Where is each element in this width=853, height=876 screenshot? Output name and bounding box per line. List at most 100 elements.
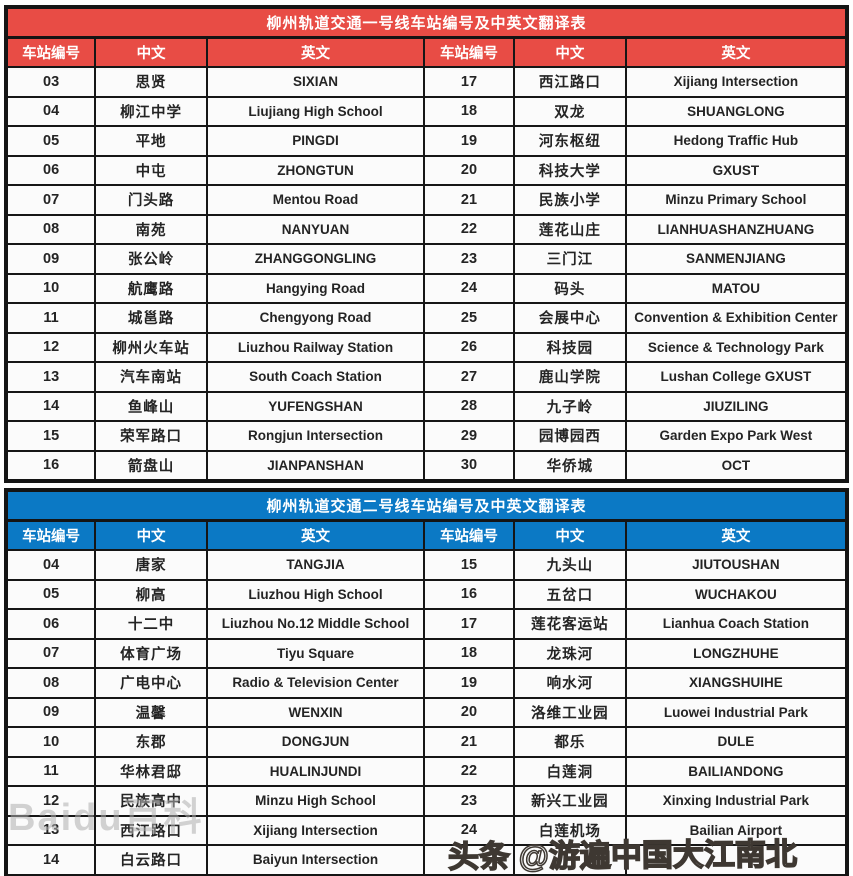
station-name-en: PINGDI xyxy=(205,125,425,157)
table-row: 04 柳江中学 Liujiang High School 18 双龙 SHUANGLONG xyxy=(4,95,849,127)
station-name-en: DONGJUN xyxy=(205,726,425,758)
station-number: 18 xyxy=(422,95,515,127)
station-number: 09 xyxy=(4,696,97,728)
station-number: 24 xyxy=(422,272,515,304)
station-name-zh: 科技大学 xyxy=(512,154,627,186)
station-number: 05 xyxy=(4,125,97,157)
station-number: 13 xyxy=(4,361,97,393)
station-name-en: Mentou Road xyxy=(205,184,425,216)
station-name-zh: 唐家 xyxy=(94,549,208,581)
station-name-en: SANMENJIANG xyxy=(624,243,849,275)
station-name-en: MATOU xyxy=(624,272,849,304)
station-name-en: BAILIANDONG xyxy=(624,755,849,787)
station-number: 04 xyxy=(4,549,97,581)
table-title: 柳州轨道交通一号线车站编号及中英文翻译表 xyxy=(5,6,848,39)
column-header: 车站编号 xyxy=(4,519,97,551)
station-name-zh: 莲花山庄 xyxy=(512,213,627,245)
station-number: 28 xyxy=(422,390,515,422)
station-name-en xyxy=(624,844,849,876)
station-name-zh: 箭盘山 xyxy=(94,449,208,482)
station-name-en: Convention & Exhibition Center xyxy=(624,302,849,334)
station-name-en: WENXIN xyxy=(205,696,425,728)
station-number: 15 xyxy=(422,549,515,581)
station-name-zh: 科技园 xyxy=(512,331,627,363)
table-row: 12 柳州火车站 Liuzhou Railway Station 26 科技园 Scien… xyxy=(4,331,849,363)
station-number: 13 xyxy=(4,814,97,846)
station-name-en: Liujiang High School xyxy=(205,95,425,127)
station-name-zh: 西江路口 xyxy=(94,814,208,846)
station-name-zh: 中屯 xyxy=(94,154,208,186)
station-name-zh: 新兴工业园 xyxy=(512,785,627,817)
station-number: 19 xyxy=(422,667,515,699)
table-row: 12 民族高中 Minzu High School 23 新兴工业园 Xinxing In… xyxy=(4,785,849,817)
station-name-zh: 思贤 xyxy=(94,66,208,98)
column-header: 英文 xyxy=(624,519,849,551)
table-row: 08 南苑 NANYUAN 22 莲花山庄 LIANHUASHANZHUANG xyxy=(4,213,849,245)
station-number: 12 xyxy=(4,331,97,363)
station-name-zh: 民族小学 xyxy=(512,184,627,216)
station-number: 17 xyxy=(422,66,515,98)
table-row: 16 箭盘山 JIANPANSHAN 30 华侨城 OCT xyxy=(4,449,849,482)
table-row: 09 张公岭 ZHANGGONGLING 23 三门江 SANMENJIANG xyxy=(4,243,849,275)
station-name-en: Minzu Primary School xyxy=(624,184,849,216)
column-header: 英文 xyxy=(205,519,425,551)
station-name-zh: 五岔口 xyxy=(512,578,627,610)
station-number: 17 xyxy=(422,608,515,640)
station-name-en: XIANGSHUIHE xyxy=(624,667,849,699)
station-name-en: Luowei Industrial Park xyxy=(624,696,849,728)
station-number: 16 xyxy=(4,449,97,482)
station-name-zh: 广电中心 xyxy=(94,667,208,699)
station-name-zh: 华林君邸 xyxy=(94,755,208,787)
station-name-en: Baiyun Intersection xyxy=(205,844,425,876)
station-name-en: South Coach Station xyxy=(205,361,425,393)
table-row: 09 温馨 WENXIN 20 洛维工业园 Luowei Industrial Park xyxy=(4,696,849,728)
station-name-zh: 十二中 xyxy=(94,608,208,640)
table-row: 13 西江路口 Xijiang Intersection 24 白莲机场 Bailian … xyxy=(4,814,849,846)
station-number: 29 xyxy=(422,420,515,452)
station-name-en: ZHONGTUN xyxy=(205,154,425,186)
station-number: 16 xyxy=(422,578,515,610)
station-name-zh: 白莲洞 xyxy=(512,755,627,787)
station-number: 04 xyxy=(4,95,97,127)
table-row: 13 汽车南站 South Coach Station 27 鹿山学院 Lushan Co… xyxy=(4,361,849,393)
station-name-zh: 洛维工业园 xyxy=(512,696,627,728)
station-name-en: WUCHAKOU xyxy=(624,578,849,610)
station-name-zh: 鱼峰山 xyxy=(94,390,208,422)
column-header: 中文 xyxy=(512,519,627,551)
table-body: 04 唐家 TANGJIA 15 九头山 JIUTOUSHAN 05 柳高 Liuzhou Hi… xyxy=(4,549,849,876)
station-number: 12 xyxy=(4,785,97,817)
line2-translation-table: 柳州轨道交通二号线车站编号及中英文翻译表 车站编号 中文 英文 车站编号 中文 英文 04… xyxy=(4,488,849,876)
station-name-en: YUFENGSHAN xyxy=(205,390,425,422)
station-name-en: Chengyong Road xyxy=(205,302,425,334)
station-number: 15 xyxy=(4,420,97,452)
station-name-zh: 莲花客运站 xyxy=(512,608,627,640)
station-number: 07 xyxy=(4,184,97,216)
station-name-zh: 体育广场 xyxy=(94,637,208,669)
station-number: 14 xyxy=(4,390,97,422)
station-name-zh: 柳州火车站 xyxy=(94,331,208,363)
table-row: 03 思贤 SIXIAN 17 西江路口 Xijiang Intersection xyxy=(4,66,849,98)
station-number: 20 xyxy=(422,154,515,186)
station-number: 07 xyxy=(4,637,97,669)
station-number: 11 xyxy=(4,302,97,334)
station-number: 24 xyxy=(422,814,515,846)
station-name-en: Liuzhou No.12 Middle School xyxy=(205,608,425,640)
station-name-en: Bailian Airport xyxy=(624,814,849,846)
station-number: 10 xyxy=(4,726,97,758)
station-name-en: OCT xyxy=(624,449,849,482)
table-body: 03 思贤 SIXIAN 17 西江路口 Xijiang Intersection 04 柳江… xyxy=(4,66,849,482)
table-row: 06 中屯 ZHONGTUN 20 科技大学 GXUST xyxy=(4,154,849,186)
station-name-zh: 城邕路 xyxy=(94,302,208,334)
column-header: 中文 xyxy=(94,36,208,68)
station-name-zh: 鹿山学院 xyxy=(512,361,627,393)
station-name-en: Lushan College GXUST xyxy=(624,361,849,393)
station-name-en: Garden Expo Park West xyxy=(624,420,849,452)
station-name-en: TANGJIA xyxy=(205,549,425,581)
station-number: 21 xyxy=(422,726,515,758)
table-row: 07 门头路 Mentou Road 21 民族小学 Minzu Primary Scho… xyxy=(4,184,849,216)
station-number: 27 xyxy=(422,361,515,393)
table-row: 14 鱼峰山 YUFENGSHAN 28 九子岭 JIUZILING xyxy=(4,390,849,422)
table-title-row: 柳州轨道交通一号线车站编号及中英文翻译表 xyxy=(5,6,848,39)
station-number: 22 xyxy=(422,213,515,245)
station-name-en: NANYUAN xyxy=(205,213,425,245)
